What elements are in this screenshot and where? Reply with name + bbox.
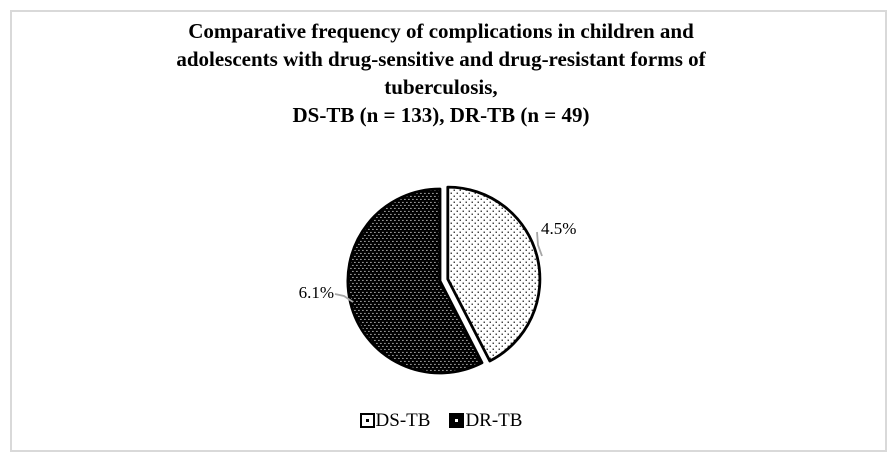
legend-label-ds-tb: DS-TB	[375, 410, 431, 431]
legend-swatch-ds-tb-icon	[359, 413, 375, 428]
chart-title-line-3: tuberculosis,	[384, 75, 498, 99]
chart-title-line-1: Comparative frequency of complications i…	[188, 19, 694, 43]
pie-slice-ds-tb	[446, 185, 542, 363]
pie-slice-dr-tb	[346, 187, 484, 375]
legend-swatch-dot	[455, 419, 459, 422]
legend-swatch-dot	[365, 419, 369, 422]
legend-item-dr-tb: DR-TB	[449, 411, 522, 430]
data-label-dr-tb: 6.1%	[299, 283, 334, 302]
legend-swatch-dr-tb-icon	[449, 413, 465, 428]
leader-line-ds-tb	[536, 231, 543, 257]
data-label-ds-tb: 4.5%	[541, 219, 576, 238]
chart-legend: DS-TB DR-TB	[0, 411, 882, 430]
chart-title-line-4: DS-TB (n = 133), DR-TB (n = 49)	[292, 103, 590, 127]
legend-label-dr-tb: DR-TB	[465, 410, 523, 431]
chart-title: Comparative frequency of complications i…	[0, 17, 882, 129]
legend-item-ds-tb: DS-TB	[359, 410, 431, 431]
chart-title-line-2: adolescents with drug-sensitive and drug…	[176, 47, 706, 71]
leader-line-dr-tb	[334, 293, 354, 303]
